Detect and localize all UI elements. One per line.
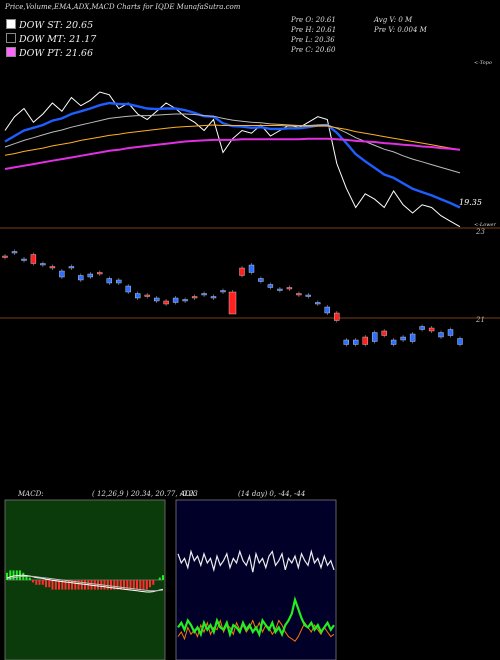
candle-body <box>30 254 37 264</box>
legend-swatch-st <box>6 19 16 29</box>
quote-high: Pre H: 20.61 <box>291 26 337 34</box>
candle-body <box>409 333 416 342</box>
candle-body <box>201 293 207 296</box>
candle-body <box>372 332 378 342</box>
legend-dow-mt-label: DOW MT: 21.17 <box>19 34 97 45</box>
quote-avg-volume: Avg V: 0 M <box>374 16 413 24</box>
candle-body <box>191 296 198 299</box>
candle-body <box>267 284 274 288</box>
candle-body <box>305 294 311 297</box>
candle-body <box>21 258 27 261</box>
candle-body <box>40 263 46 266</box>
legend-dow-pt-label: DOW PT: 21.66 <box>19 48 93 59</box>
legend-dow-st: DOW ST: 20.65 <box>6 19 93 31</box>
candle-body <box>343 339 349 345</box>
candle-body <box>315 302 321 305</box>
ema-mid-line <box>4 113 461 174</box>
candle-body <box>324 306 330 314</box>
quote-open: Pre O: 20.61 <box>291 16 336 24</box>
candle-body <box>134 293 141 299</box>
legend-dow-pt: DOW PT: 21.66 <box>6 47 93 59</box>
candle-body <box>258 278 264 282</box>
adx-line <box>177 549 335 573</box>
adx-series <box>177 549 335 642</box>
candle-body <box>400 336 406 341</box>
candle-body <box>182 299 188 302</box>
ema-long-line <box>4 137 461 170</box>
candle-body <box>68 266 75 269</box>
candle-body <box>447 329 454 336</box>
candle-body <box>438 332 444 338</box>
level-23-label: 23 <box>476 228 485 236</box>
candle-body <box>428 327 435 332</box>
ema-slow-line <box>4 124 461 156</box>
legend-dow-mt: DOW MT: 21.17 <box>6 33 96 45</box>
adx-title: ADX <box>180 490 196 498</box>
candle-body <box>239 267 245 276</box>
candle-body <box>172 297 179 303</box>
candle-body <box>353 339 359 345</box>
adx-plus-di-line <box>177 595 335 638</box>
candle-body <box>296 293 302 296</box>
legend-swatch-mt <box>6 33 16 43</box>
adx-params: (14 day) 0, -44, -44 <box>238 490 306 498</box>
chart-title: Price,Volume,EMA,ADX,MACD Charts for IQD… <box>5 3 241 11</box>
candle-body <box>153 297 160 302</box>
adx-panel <box>175 499 337 660</box>
candle-body <box>59 270 65 278</box>
candle-body <box>362 336 368 345</box>
quote-close: Pre C: 20.60 <box>291 46 336 54</box>
candle-body <box>390 339 397 345</box>
lower-label: <-Lower <box>474 222 496 228</box>
candlesticks <box>2 249 463 347</box>
candle-body <box>248 264 255 273</box>
quote-prev-volume: Pre V: 0.004 M <box>374 26 427 34</box>
price-line <box>4 91 461 228</box>
candle-body <box>220 290 226 293</box>
candle-body <box>210 296 217 299</box>
candle-body <box>381 330 387 336</box>
candle-body <box>97 272 103 275</box>
candle-body <box>2 255 8 258</box>
legend-swatch-pt <box>6 47 16 57</box>
quote-low: Pre L: 20.36 <box>291 36 335 44</box>
legend-dow-st-label: DOW ST: 20.65 <box>19 20 94 31</box>
topo-label: <-Topo <box>474 60 492 66</box>
macd-signal-line <box>6 575 164 592</box>
candle-body <box>419 326 425 330</box>
candle-body <box>228 291 237 315</box>
candle-body <box>106 278 113 284</box>
macd-title: MACD: <box>18 490 44 498</box>
candle-body <box>163 300 169 305</box>
level-21-label: 21 <box>476 316 485 324</box>
candle-body <box>11 251 18 254</box>
candle-body <box>125 285 131 293</box>
ema-fast-line <box>4 101 461 209</box>
macd-series <box>6 570 164 593</box>
candle-body <box>116 279 122 284</box>
macd-params: ( 12,26,9 ) 20.34, 20.77, -0.23 <box>92 490 198 498</box>
ema-lines <box>4 91 461 228</box>
candle-body <box>87 273 94 278</box>
candle-body <box>78 275 84 281</box>
candle-body <box>144 294 150 297</box>
candle-body <box>334 312 340 321</box>
candle-body <box>286 287 293 290</box>
candle-body <box>49 266 56 269</box>
price-last-label: 19.35 <box>459 198 482 207</box>
candle-body <box>457 338 463 345</box>
candle-body <box>277 288 283 291</box>
